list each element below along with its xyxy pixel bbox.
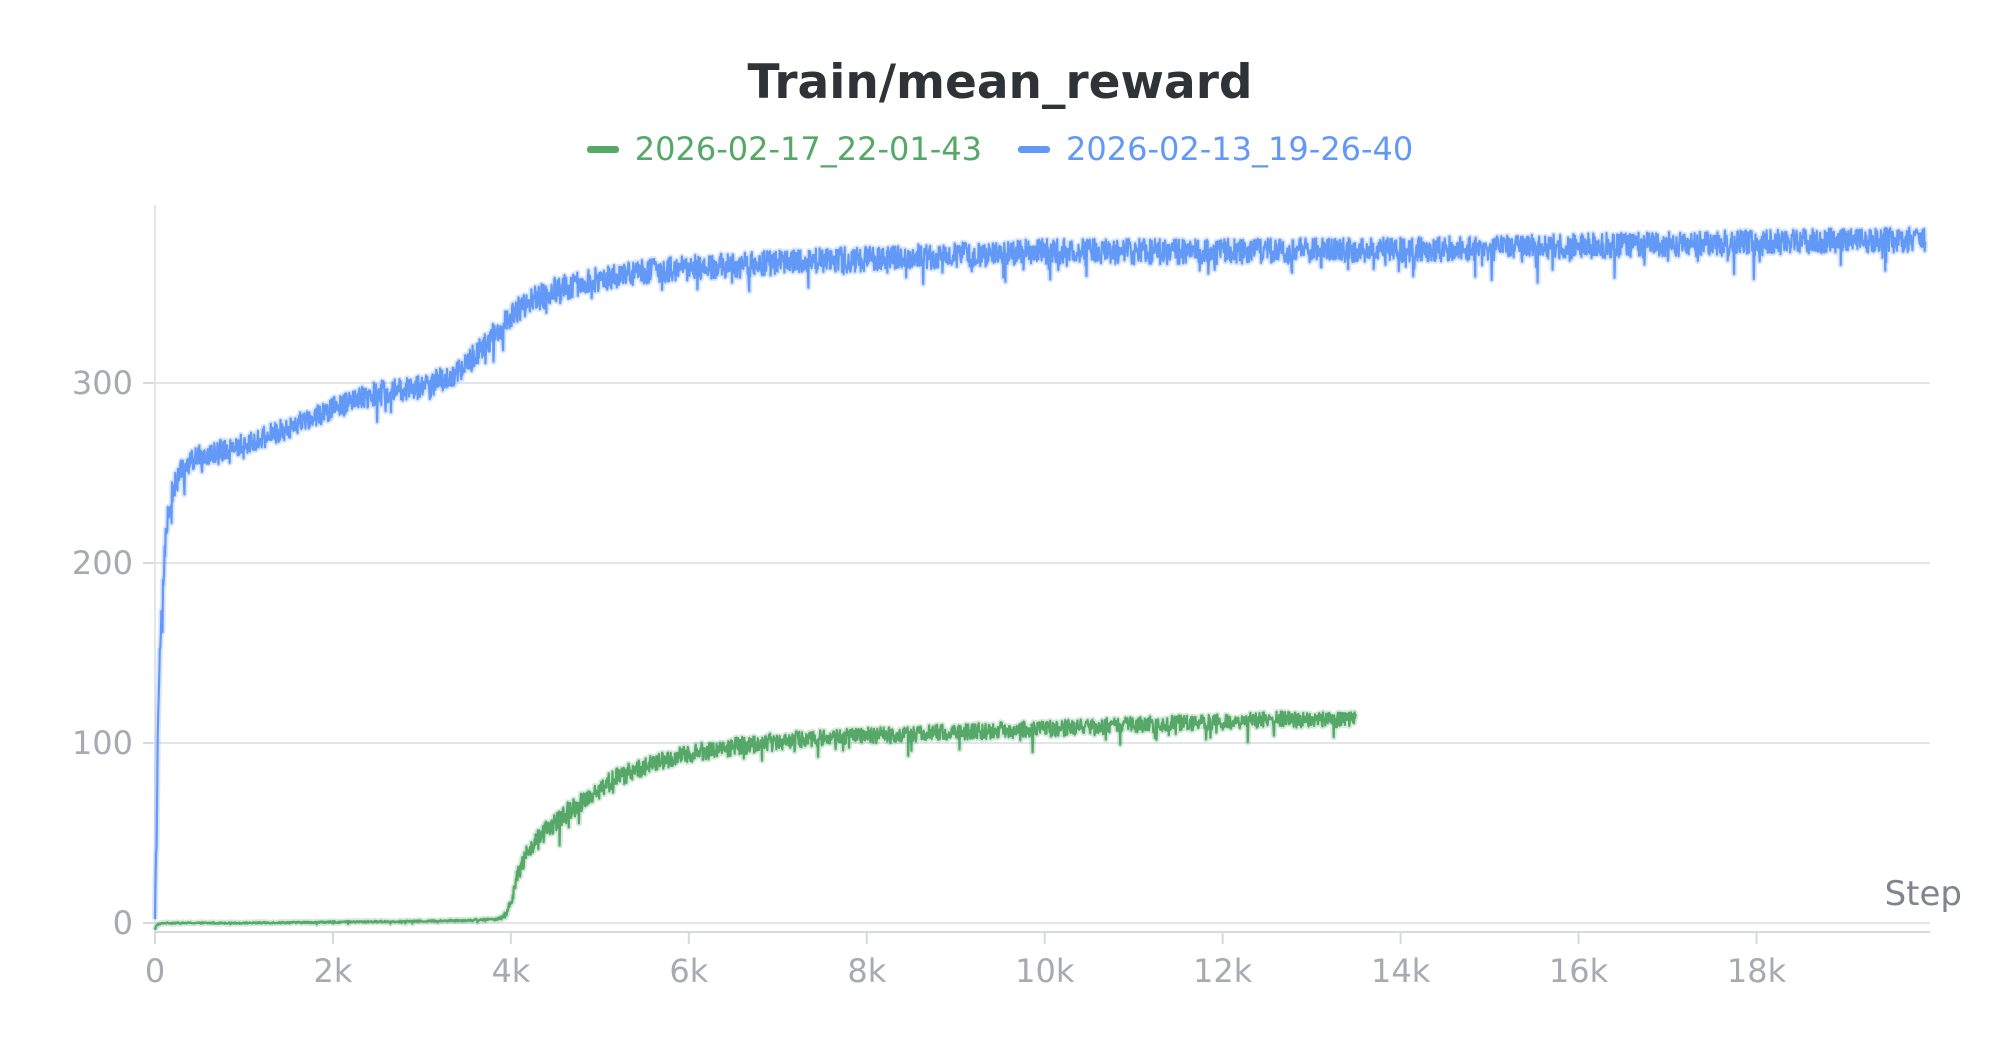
x-tick-label-14k: 14k (1371, 952, 1431, 990)
x-tick-label-16k: 16k (1549, 952, 1609, 990)
series-band-2 (152, 224, 1929, 920)
y-tick-label-200: 200 (72, 544, 133, 582)
y-tick-label-0: 0 (113, 904, 133, 942)
legend-swatch-series-1 (586, 145, 619, 153)
grid-layer (155, 382, 1930, 924)
series-layer (152, 224, 1929, 932)
x-tick-label-6k: 6k (669, 952, 708, 990)
x-tick-label-10k: 10k (1015, 952, 1075, 990)
y-tick-label-100: 100 (72, 724, 133, 762)
series-line-2[interactable] (153, 226, 1927, 920)
y-tick-label-300: 300 (72, 364, 133, 402)
legend-item-series-1[interactable]: 2026-02-17_22-01-43 (586, 130, 982, 168)
x-tick-label-8k: 8k (847, 952, 886, 990)
x-tick-label-18k: 18k (1727, 952, 1787, 990)
legend: 2026-02-17_22-01-43 2026-02-13_19-26-40 (0, 130, 2000, 168)
labels-layer: 0 100 200 300 0 2k 4k 6k 8k 10k 12k 14k 16k 18k Step (72, 364, 1962, 990)
x-tick-label-12k: 12k (1193, 952, 1253, 990)
legend-swatch-series-2 (1018, 145, 1050, 153)
x-tick-label-4k: 4k (491, 952, 530, 990)
legend-item-series-2[interactable]: 2026-02-13_19-26-40 (1018, 130, 1413, 168)
x-tick-label-2k: 2k (313, 952, 352, 990)
legend-label-series-1: 2026-02-17_22-01-43 (634, 130, 982, 168)
x-axis-title: Step (1885, 874, 1962, 914)
chart-title: Train/mean_reward (747, 55, 1253, 110)
x-tick-label-0: 0 (145, 952, 165, 990)
series-line-1[interactable] (153, 710, 1357, 931)
axes-layer (143, 205, 1930, 944)
legend-label-series-2: 2026-02-13_19-26-40 (1066, 130, 1414, 168)
